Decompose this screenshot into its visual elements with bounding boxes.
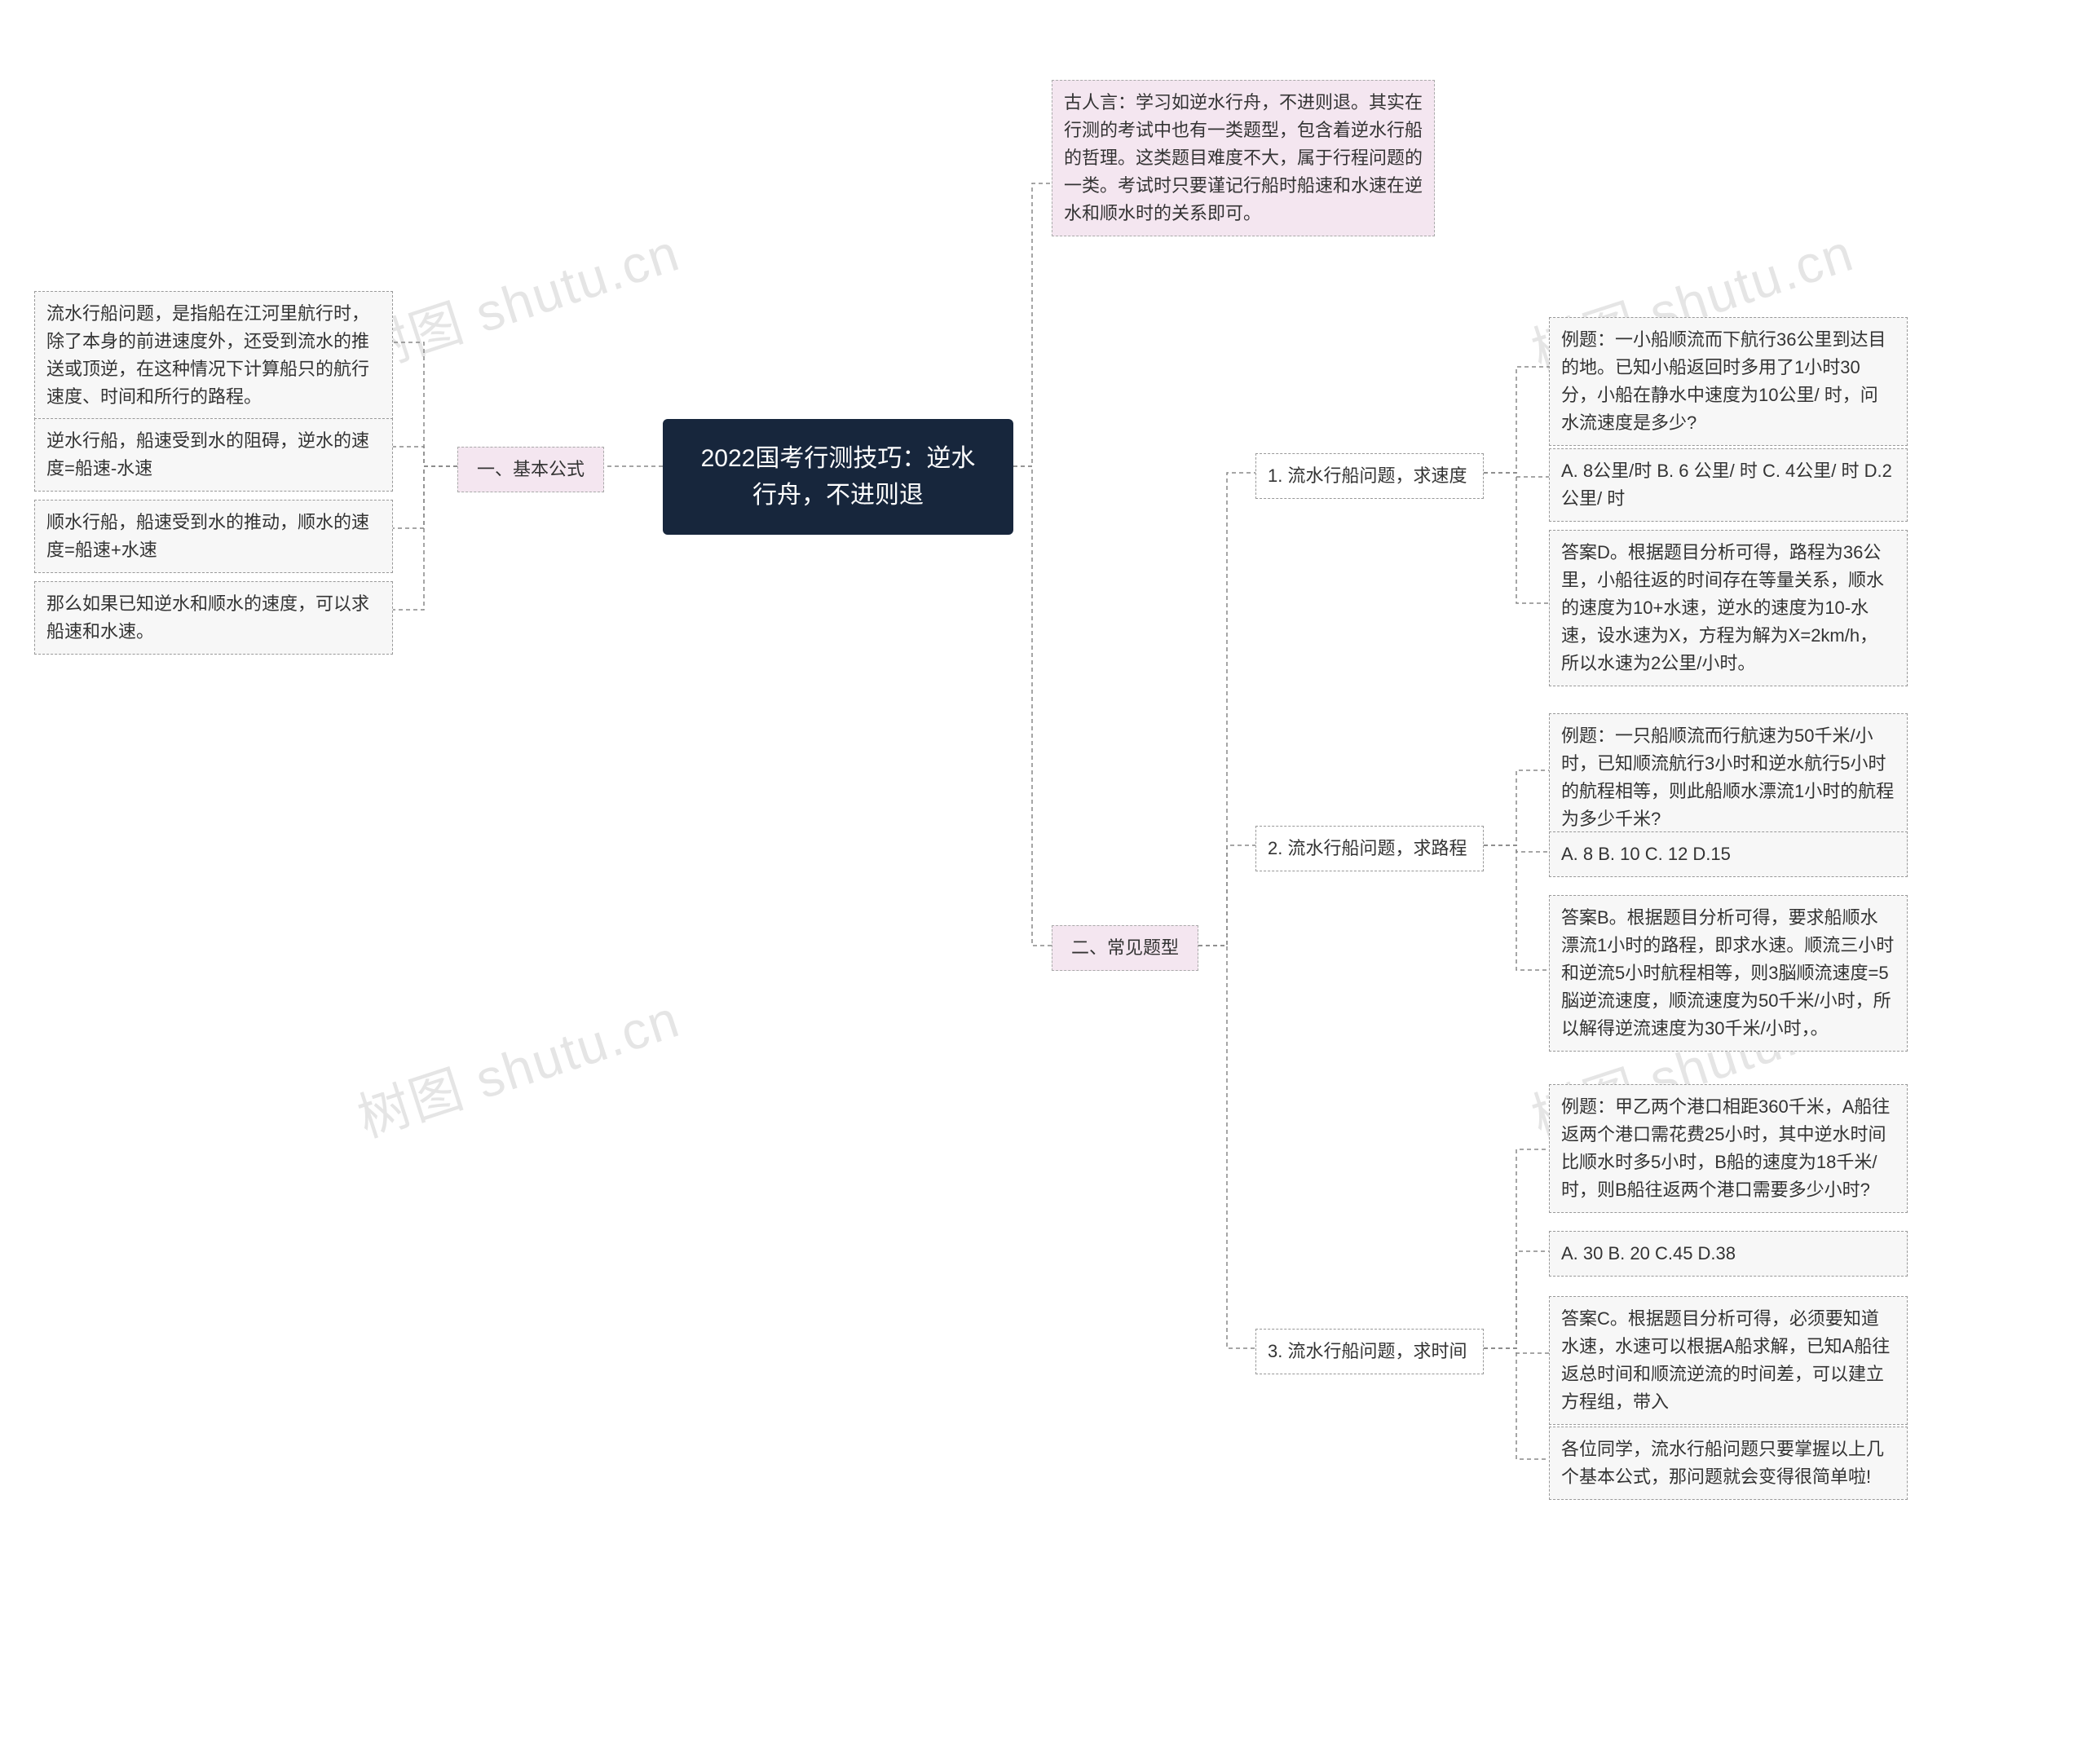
right-group-2: 3. 流水行船问题，求时间 bbox=[1255, 1329, 1484, 1374]
right-group-2-leaf-3: 各位同学，流水行船问题只要掌握以上几个基本公式，那问题就会变得很简单啦! bbox=[1549, 1427, 1908, 1500]
right-group-1-leaf-0: 例题：一只船顺流而行航速为50千米/小时，已知顺流航行3小时和逆水航行5小时的航… bbox=[1549, 713, 1908, 842]
watermark: 树图 shutu.cn bbox=[347, 977, 688, 1152]
watermark: 树图 shutu.cn bbox=[347, 211, 688, 386]
left-leaf-1: 逆水行船，船速受到水的阻碍，逆水的速度=船速-水速 bbox=[34, 418, 393, 492]
left-branch: 一、基本公式 bbox=[457, 447, 604, 492]
left-leaf-2: 顺水行船，船速受到水的推动，顺水的速度=船速+水速 bbox=[34, 500, 393, 573]
right-group-0-leaf-2: 答案D。根据题目分析可得，路程为36公里，小船往返的时间存在等量关系，顺水的速度… bbox=[1549, 530, 1908, 686]
right-top-summary: 古人言：学习如逆水行舟，不进则退。其实在行测的考试中也有一类题型，包含着逆水行船… bbox=[1052, 80, 1435, 236]
right-group-0-leaf-0: 例题：一小船顺流而下航行36公里到达目的地。已知小船返回时多用了1小时30分，小… bbox=[1549, 317, 1908, 446]
center-node: 2022国考行测技巧：逆水行舟，不进则退 bbox=[663, 419, 1013, 535]
right-group-1-leaf-1: A. 8 B. 10 C. 12 D.15 bbox=[1549, 831, 1908, 877]
right-group-2-leaf-2: 答案C。根据题目分析可得，必须要知道水速，水速可以根据A船求解，已知A船往返总时… bbox=[1549, 1296, 1908, 1425]
right-group-0-leaf-1: A. 8公里/时 B. 6 公里/ 时 C. 4公里/ 时 D.2 公里/ 时 bbox=[1549, 448, 1908, 522]
right-group-1-leaf-2: 答案B。根据题目分析可得，要求船顺水漂流1小时的路程，即求水速。顺流三小时和逆流… bbox=[1549, 895, 1908, 1052]
right-group-2-leaf-0: 例题：甲乙两个港口相距360千米，A船往返两个港口需花费25小时，其中逆水时间比… bbox=[1549, 1084, 1908, 1213]
left-leaf-0: 流水行船问题，是指船在江河里航行时，除了本身的前进速度外，还受到流水的推送或顶逆… bbox=[34, 291, 393, 420]
right-branch: 二、常见题型 bbox=[1052, 925, 1198, 971]
left-leaf-3: 那么如果已知逆水和顺水的速度，可以求船速和水速。 bbox=[34, 581, 393, 655]
right-group-1: 2. 流水行船问题，求路程 bbox=[1255, 826, 1484, 871]
right-group-2-leaf-1: A. 30 B. 20 C.45 D.38 bbox=[1549, 1231, 1908, 1277]
right-group-0: 1. 流水行船问题，求速度 bbox=[1255, 453, 1484, 499]
